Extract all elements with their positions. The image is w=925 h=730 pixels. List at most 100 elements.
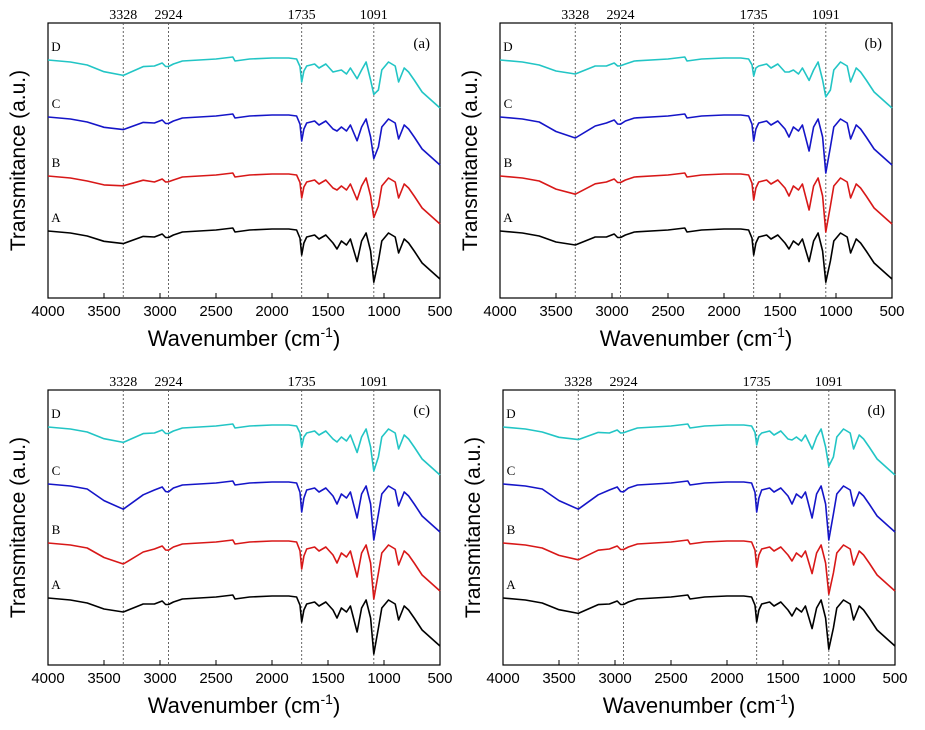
series-label-B: B [52,522,61,537]
x-tick-label: 1000 [367,670,400,687]
series-label-B: B [507,522,516,537]
x-axis-label: Wavenumber (cm-1) [603,691,796,718]
x-tick-label: 1000 [822,670,855,687]
panel-a: 3328 2924 1735 1091 (a) D C B A 4000 3500 3000 2500 2… [7,8,453,351]
series-label-D: D [506,406,515,421]
x-axis-label-close: ) [333,693,340,718]
x-tick-label: 500 [427,303,452,320]
x-tick-label: 500 [427,670,452,687]
x-tick-label: 2000 [255,670,288,687]
ref-label-3328: 3328 [109,8,137,23]
x-axis-label-text: Wavenumber (cm [603,693,776,718]
series-label-C: C [507,463,516,478]
series-line-A [47,227,441,283]
series-label-D: D [51,39,60,54]
series-label-D: D [51,406,60,421]
series-line-C [47,480,441,541]
series-line-C [499,113,893,174]
ref-label-2924: 2924 [607,8,635,23]
ref-label-1735: 1735 [288,375,316,390]
series-line-D [502,423,896,476]
x-axis-label-sup: -1 [776,691,789,707]
series-label-C: C [504,96,513,111]
ref-label-1735: 1735 [740,8,768,23]
series-label-C: C [52,96,61,111]
x-tick-label: 2000 [710,670,743,687]
x-axis-label-close: ) [785,326,792,351]
x-tick-label: 3500 [539,303,572,320]
x-tick-label: 500 [882,670,907,687]
ref-label-2924: 2924 [610,375,638,390]
series-line-A [502,594,896,650]
x-tick-label: 2000 [255,303,288,320]
panel-d: 3328 2924 1735 1091 (d) D C B A 4000 3500 3000 2500 2… [462,375,908,718]
series-line-B [502,539,896,595]
ref-label-1091: 1091 [815,375,843,390]
panel-b: 3328 2924 1735 1091 (b) D C B A 4000 3500 3000 2500 2… [459,8,905,351]
x-tick-label: 3500 [87,670,120,687]
x-tick-label: 3000 [143,670,176,687]
series-line-A [499,227,893,283]
x-axis-label-sup: -1 [321,324,334,340]
panel-c: 3328 2924 1735 1091 (c) D C B A 4000 3500 3000 2500 2… [7,375,453,718]
ref-label-1091: 1091 [360,375,388,390]
series-label-B: B [52,155,61,170]
plot-frame [47,389,441,666]
ref-label-3328: 3328 [109,375,137,390]
plot-frame [47,22,441,299]
ref-label-3328: 3328 [564,375,592,390]
x-tick-label: 4000 [31,670,64,687]
y-axis-label: Transmitance (a.u.) [459,70,482,251]
x-tick-label: 3000 [143,303,176,320]
plot-frame [499,22,893,299]
x-tick-label: 3000 [595,303,628,320]
x-tick-label: 2500 [199,303,232,320]
series-label-C: C [52,463,61,478]
x-axis-label-sup: -1 [321,691,334,707]
ref-label-3328: 3328 [561,8,589,23]
x-axis-label-text: Wavenumber (cm [148,326,321,351]
x-tick-label: 1500 [766,670,799,687]
series-label-A: A [503,210,513,225]
series-label-A: A [51,210,61,225]
x-axis-label: Wavenumber (cm-1) [600,324,793,351]
y-axis-label: Transmitance (a.u.) [7,437,30,618]
ref-label-1091: 1091 [812,8,840,23]
series-line-A [47,594,441,655]
series-line-B [499,172,893,233]
x-tick-label: 1500 [311,303,344,320]
series-label-A: A [51,577,61,592]
x-axis-label-close: ) [333,326,340,351]
y-axis-label: Transmitance (a.u.) [7,70,30,251]
x-axis-label-sup: -1 [773,324,786,340]
series-line-C [502,480,896,541]
x-tick-label: 3500 [87,303,120,320]
ref-label-1735: 1735 [288,8,316,23]
series-line-C [47,113,441,166]
x-tick-label: 4000 [31,303,64,320]
series-label-D: D [503,39,512,54]
x-axis-label-close: ) [788,693,795,718]
x-axis-label: Wavenumber (cm-1) [148,691,341,718]
ref-label-2924: 2924 [155,8,183,23]
series-line-D [499,56,893,109]
x-axis-label-text: Wavenumber (cm [600,326,773,351]
series-line-D [47,56,441,109]
x-tick-label: 2500 [651,303,684,320]
x-tick-label: 500 [879,303,904,320]
panel-label: (b) [865,36,883,52]
series-line-B [47,172,441,225]
x-tick-label: 2500 [654,670,687,687]
panel-label: (a) [413,36,430,52]
plot-frame [502,389,896,666]
ref-label-1735: 1735 [743,375,771,390]
y-axis-label: Transmitance (a.u.) [462,437,485,618]
x-tick-label: 1000 [819,303,852,320]
x-axis-label: Wavenumber (cm-1) [148,324,341,351]
ref-label-1091: 1091 [360,8,388,23]
x-tick-label: 1000 [367,303,400,320]
x-tick-label: 3000 [598,670,631,687]
x-tick-label: 1500 [311,670,344,687]
ref-label-2924: 2924 [155,375,183,390]
x-tick-label: 3500 [542,670,575,687]
